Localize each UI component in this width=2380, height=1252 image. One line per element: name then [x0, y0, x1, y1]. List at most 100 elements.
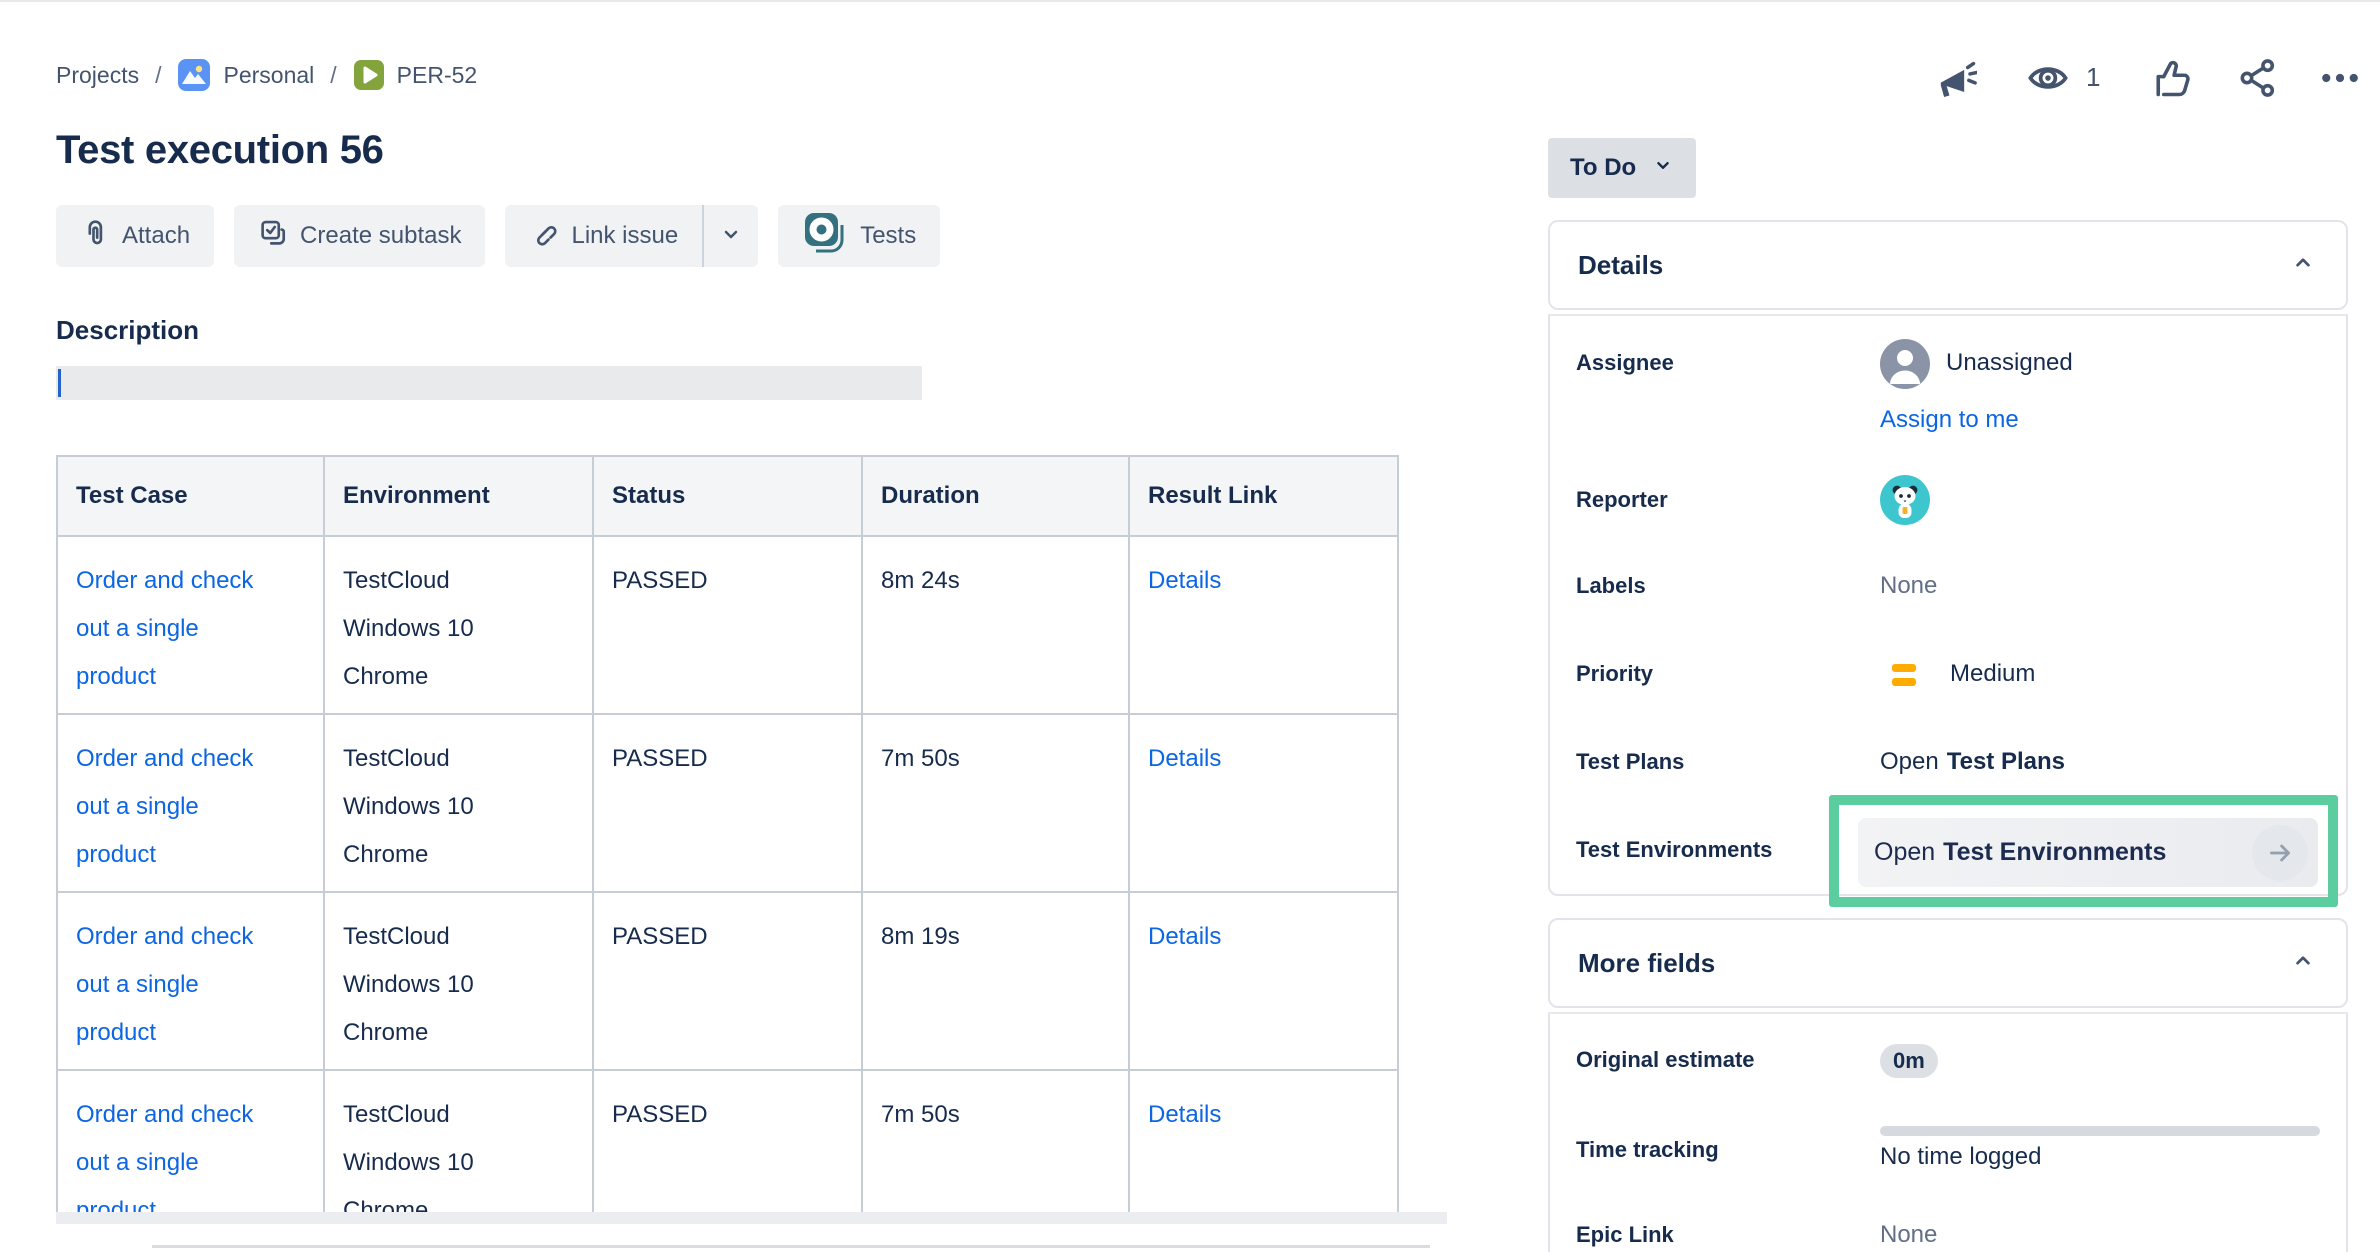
xray-tests-icon — [802, 210, 848, 263]
duration-cell: 7m 50s — [861, 1069, 1130, 1212]
breadcrumb-project-personal[interactable]: Personal — [177, 58, 314, 92]
more-fields-panel-header[interactable]: More fields — [1548, 918, 2348, 1008]
test-environments-label: Test Environments — [1576, 837, 1773, 862]
labels-label: Labels — [1576, 573, 1646, 598]
duration-cell: 8m 24s — [861, 535, 1130, 715]
more-fields-title: More fields — [1578, 947, 1716, 978]
chevron-down-icon — [719, 222, 743, 251]
duration-cell: 8m 19s — [861, 891, 1130, 1071]
create-subtask-button[interactable]: Create subtask — [234, 205, 486, 267]
result-details-link[interactable]: Details — [1148, 745, 1222, 772]
col-test-case: Test Case — [56, 455, 325, 537]
environment-cell: TestCloud Windows 10 Chrome — [323, 891, 594, 1071]
arrow-right-icon — [2252, 824, 2308, 881]
breadcrumb-projects[interactable]: Projects — [56, 61, 140, 88]
attach-button[interactable]: Attach — [56, 205, 215, 267]
status-cell: PASSED — [592, 891, 863, 1071]
text-cursor — [58, 369, 61, 397]
breadcrumb-separator: / — [330, 61, 337, 88]
environment-cell: TestCloud Windows 10 Chrome — [323, 1069, 594, 1212]
chevron-up-icon — [2290, 250, 2316, 281]
reporter-label: Reporter — [1576, 487, 1668, 512]
breadcrumb: Projects / Personal / PER-52 — [56, 58, 477, 92]
table-row: Order and check out a single product Tes… — [56, 1069, 1399, 1212]
project-avatar-icon — [177, 58, 211, 92]
assignee-value: Unassigned — [1946, 349, 2073, 376]
original-estimate-value: 0m — [1880, 1044, 1938, 1078]
col-status: Status — [592, 455, 863, 537]
result-details-link[interactable]: Details — [1148, 567, 1222, 594]
split-divider — [702, 205, 705, 267]
assignee-avatar[interactable] — [1880, 339, 1930, 389]
col-duration: Duration — [861, 455, 1130, 537]
epic-link-label: Epic Link — [1576, 1222, 1674, 1247]
vote-thumbs-up-icon[interactable] — [2150, 56, 2194, 100]
labels-value: None — [1880, 572, 1938, 599]
table-header-row: Test Case Environment Status Duration Re… — [56, 455, 1399, 537]
description-editor[interactable] — [56, 366, 922, 400]
status-cell: PASSED — [592, 535, 863, 715]
watch-eye-icon[interactable] — [2026, 56, 2070, 100]
reporter-avatar[interactable] — [1880, 475, 1930, 525]
table-row: Order and check out a single product Tes… — [56, 535, 1399, 715]
tests-button[interactable]: Tests — [778, 205, 941, 267]
breadcrumb-issue-key[interactable]: PER-52 — [353, 59, 477, 91]
priority-label: Priority — [1576, 661, 1654, 686]
test-results-table: Test Case Environment Status Duration Re… — [56, 455, 1399, 1212]
col-result-link: Result Link — [1128, 455, 1399, 537]
col-environment: Environment — [323, 455, 594, 537]
test-results-table-wrap: Test Case Environment Status Duration Re… — [56, 455, 1400, 1212]
chevron-down-icon — [1652, 154, 1674, 183]
assignee-label: Assignee — [1576, 350, 1674, 375]
top-border — [0, 0, 2380, 2]
priority-value: Medium — [1950, 660, 2036, 687]
open-test-environments-button[interactable]: Open Test Environments — [1858, 818, 2318, 887]
details-title: Details — [1578, 249, 1664, 280]
description-label: Description — [56, 315, 200, 345]
table-row: Order and check out a single product Tes… — [56, 891, 1399, 1071]
test-case-link[interactable]: Order and check out a single product — [76, 923, 254, 1046]
link-issue-split-button: Link issue — [505, 205, 759, 267]
share-icon[interactable] — [2236, 56, 2280, 100]
link-chain-icon — [529, 218, 559, 255]
time-tracking-label: Time tracking — [1576, 1137, 1719, 1162]
status-dropdown[interactable]: To Do — [1548, 138, 1697, 198]
result-details-link[interactable]: Details — [1148, 923, 1222, 950]
test-case-link[interactable]: Order and check out a single product — [76, 1101, 254, 1212]
open-test-plans-link[interactable]: Open Test Plans — [1880, 748, 2065, 775]
subtask-icon — [258, 218, 288, 255]
more-fields-panel-body: Original estimate 0m Time tracking No ti… — [1548, 1012, 2348, 1252]
test-case-link[interactable]: Order and check out a single product — [76, 567, 254, 690]
section-divider — [152, 1245, 1430, 1248]
environment-cell: TestCloud Windows 10 Chrome — [323, 535, 594, 715]
page-title: Test execution 56 — [56, 128, 384, 172]
duration-cell: 7m 50s — [861, 713, 1130, 893]
test-execution-icon — [353, 59, 385, 91]
priority-medium-icon — [1892, 664, 1916, 692]
chevron-up-icon — [2290, 948, 2316, 979]
toolbar: Attach Create subtask Link issue — [56, 205, 941, 267]
result-details-link[interactable]: Details — [1148, 1101, 1222, 1128]
details-panel-header[interactable]: Details — [1548, 220, 2348, 310]
environment-cell: TestCloud Windows 10 Chrome — [323, 713, 594, 893]
status-cell: PASSED — [592, 1069, 863, 1212]
time-tracking-bar — [1880, 1126, 2320, 1136]
feedback-megaphone-icon[interactable] — [1934, 56, 1978, 100]
horizontal-scrollbar[interactable] — [56, 1212, 1447, 1224]
link-issue-more-button[interactable] — [704, 205, 758, 267]
breadcrumb-separator: / — [155, 61, 162, 88]
epic-link-value: None — [1880, 1221, 1938, 1248]
time-tracking-value: No time logged — [1880, 1143, 2042, 1170]
more-actions-icon[interactable] — [2318, 56, 2362, 100]
paperclip-icon — [80, 218, 110, 255]
assign-to-me-link[interactable]: Assign to me — [1880, 406, 2019, 433]
status-cell: PASSED — [592, 713, 863, 893]
table-row: Order and check out a single product Tes… — [56, 713, 1399, 893]
link-issue-button[interactable]: Link issue — [505, 205, 702, 267]
test-plans-label: Test Plans — [1576, 749, 1685, 774]
highlight-box — [1829, 795, 2338, 907]
watchers-count: 1 — [2086, 62, 2101, 92]
test-case-link[interactable]: Order and check out a single product — [76, 745, 254, 868]
original-estimate-label: Original estimate — [1576, 1047, 1755, 1072]
